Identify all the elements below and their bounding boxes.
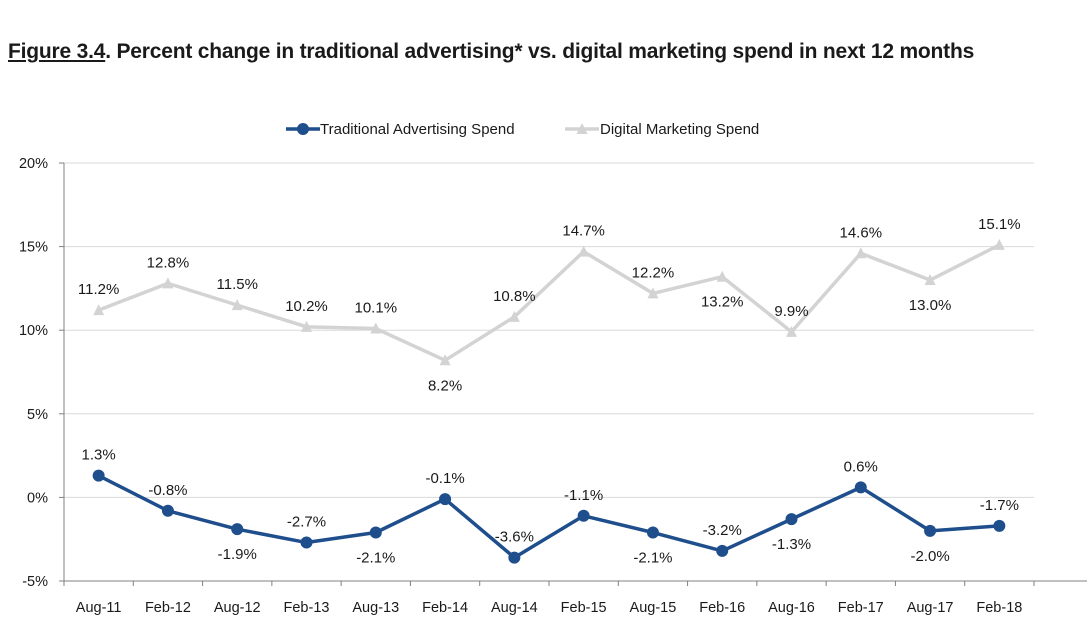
legend-label: Traditional Advertising Spend [320, 121, 515, 138]
data-label: 13.0% [909, 297, 952, 314]
x-tick-label: Feb-16 [699, 600, 745, 616]
y-tick-label: 15% [19, 240, 48, 256]
data-label: -3.2% [703, 522, 742, 539]
data-point [92, 469, 105, 482]
data-point [369, 526, 382, 539]
data-label: -2.1% [356, 550, 395, 567]
data-label: -1.3% [772, 536, 811, 553]
x-tick-label: Aug-15 [630, 600, 677, 616]
x-tick-label: Aug-12 [214, 600, 261, 616]
data-label: 13.2% [701, 294, 744, 311]
data-point [508, 310, 520, 322]
x-tick-label: Aug-14 [491, 600, 538, 616]
data-point [439, 493, 452, 506]
x-tick-label: Feb-18 [976, 600, 1022, 616]
data-point [854, 481, 867, 494]
data-label: -0.1% [425, 470, 464, 487]
series-digital: 11.2% 12.8% 11.5% 10.2% 10.1% 8.2% 10.8% 14.7% 1… [78, 216, 1021, 394]
data-point [924, 524, 937, 537]
y-tick-label: 10% [19, 323, 48, 339]
data-point [370, 322, 382, 334]
data-point [297, 123, 309, 135]
y-axis-ticks: -5% 0% 5% 10% 15% 20% [19, 156, 64, 590]
data-label: -0.8% [148, 482, 187, 499]
data-point [993, 519, 1006, 532]
data-label: -3.6% [495, 529, 534, 546]
data-label: 8.2% [428, 377, 462, 394]
data-label: 10.8% [493, 288, 536, 305]
legend-label: Digital Marketing Spend [600, 121, 759, 138]
y-tick-label: 0% [27, 490, 48, 506]
data-point [786, 325, 797, 337]
data-point [231, 299, 243, 311]
x-tick-label: Aug-16 [768, 600, 815, 616]
data-label: 9.9% [774, 303, 808, 320]
data-label: -1.7% [980, 497, 1019, 514]
x-tick-label: Feb-13 [284, 600, 330, 616]
y-tick-label: 20% [19, 156, 48, 172]
data-point [300, 536, 313, 549]
y-tick-label: -5% [22, 574, 48, 590]
series-line [98, 243, 1001, 363]
data-label: -2.1% [633, 550, 672, 567]
x-tick-label: Aug-11 [76, 600, 122, 616]
data-label: 12.8% [147, 254, 190, 271]
data-point [647, 287, 659, 299]
data-label: 10.2% [285, 298, 328, 315]
data-point [716, 544, 729, 557]
y-tick-label: 5% [27, 407, 48, 423]
x-tick-label: Feb-14 [422, 600, 468, 616]
data-point [93, 304, 105, 316]
data-label: 10.1% [355, 300, 398, 317]
data-label: 14.6% [840, 224, 883, 241]
data-point [161, 504, 174, 517]
data-point [162, 277, 174, 289]
x-tick-label: Feb-12 [145, 600, 191, 616]
figure-label: Figure 3.4 [8, 40, 106, 63]
figure-title-text: . Percent change in traditional advertis… [105, 40, 975, 63]
data-label: -1.1% [564, 487, 603, 504]
data-point [576, 123, 588, 134]
data-label: 12.2% [632, 264, 675, 281]
data-label: -2.7% [287, 514, 326, 531]
data-point [508, 551, 521, 564]
x-tick-label: Aug-17 [907, 600, 954, 616]
data-point [646, 526, 659, 539]
series-line [97, 474, 1000, 560]
data-point [716, 270, 728, 282]
axes [63, 163, 1087, 582]
data-label: 11.5% [217, 276, 258, 293]
gridlines [64, 162, 1034, 498]
legend-item: Traditional Advertising Spend [286, 121, 515, 138]
data-label: 0.6% [844, 458, 878, 475]
data-point [577, 509, 590, 522]
series-group: 11.2% 12.8% 11.5% 10.2% 10.1% 8.2% 10.8% 14.7% 1… [78, 216, 1021, 567]
legend: Traditional Advertising Spend Digital Mar… [286, 121, 759, 138]
data-point [993, 238, 1005, 250]
data-point [231, 523, 244, 536]
x-tick-label: Aug-13 [352, 600, 399, 616]
data-point [578, 245, 590, 257]
x-axis-ticks: Aug-11 Feb-12 Aug-12 Feb-13 Aug-13 Feb-14 Aug-… [63, 581, 1035, 616]
data-label: -1.9% [218, 546, 257, 563]
series-traditional: 1.3% -0.8% -1.9% -2.7% -2.1% -0.1% -3.6% -1.1% -… [82, 447, 1019, 567]
data-label: 1.3% [82, 447, 116, 464]
legend-item: Digital Marketing Spend [565, 121, 759, 138]
data-point [439, 354, 451, 366]
x-tick-label: Feb-17 [838, 600, 884, 616]
data-label: -2.0% [910, 548, 949, 565]
x-tick-label: Feb-15 [561, 600, 607, 616]
data-point [301, 320, 312, 332]
data-point [785, 513, 798, 526]
data-label: 11.2% [78, 281, 119, 298]
data-point [855, 247, 867, 259]
data-point [924, 274, 936, 286]
data-label: 15.1% [978, 216, 1021, 233]
figure-title: Figure 3.4. Percent change in traditiona… [8, 40, 974, 64]
data-label: 14.7% [562, 223, 605, 240]
